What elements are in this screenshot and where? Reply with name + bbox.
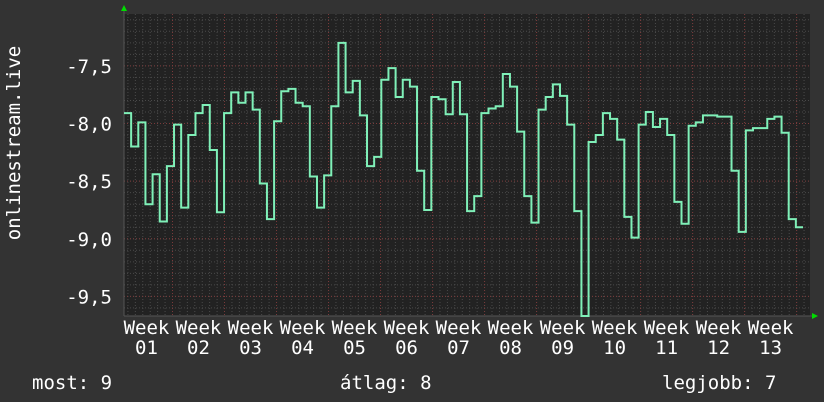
- x-tick-label: Week 05: [331, 317, 378, 359]
- x-axis-arrow-icon: [812, 313, 818, 319]
- x-tick-label: Week 09: [539, 317, 586, 359]
- x-tick-label: Week 12: [695, 317, 742, 359]
- y-tick-label: -8,0: [66, 114, 112, 136]
- y-tick-label: -9,5: [66, 286, 112, 308]
- x-tick-label: Week 01: [123, 317, 170, 359]
- legend-current: most: 9: [32, 372, 113, 394]
- series-line: [124, 41, 803, 317]
- legend-best: legjobb: 7: [662, 372, 777, 394]
- y-axis-arrow-icon: [121, 5, 127, 11]
- y-tick-label: -9,0: [66, 229, 112, 251]
- x-tick-label: Week 02: [175, 317, 222, 359]
- x-tick-label: Week 06: [383, 317, 430, 359]
- x-tick-label: Week 07: [435, 317, 482, 359]
- y-tick-label: -7,5: [66, 56, 112, 78]
- x-tick-label: Week 11: [643, 317, 690, 359]
- x-tick-label: Week 08: [487, 317, 534, 359]
- y-tick-label: -8,5: [66, 171, 112, 193]
- legend-average: átlag: 8: [340, 372, 432, 394]
- x-tick-label: Week 03: [227, 317, 274, 359]
- x-tick-label: Week 04: [279, 317, 326, 359]
- x-tick-label: Week 13: [747, 317, 794, 359]
- y-axis-label: onlinestream.live: [3, 46, 25, 240]
- x-tick-label: Week 10: [591, 317, 638, 359]
